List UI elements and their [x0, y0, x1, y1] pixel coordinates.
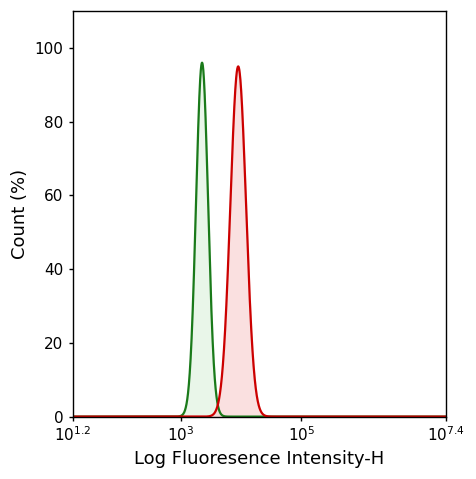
- X-axis label: Log Fluoresence Intensity-H: Log Fluoresence Intensity-H: [134, 450, 385, 468]
- Y-axis label: Count (%): Count (%): [11, 169, 29, 259]
